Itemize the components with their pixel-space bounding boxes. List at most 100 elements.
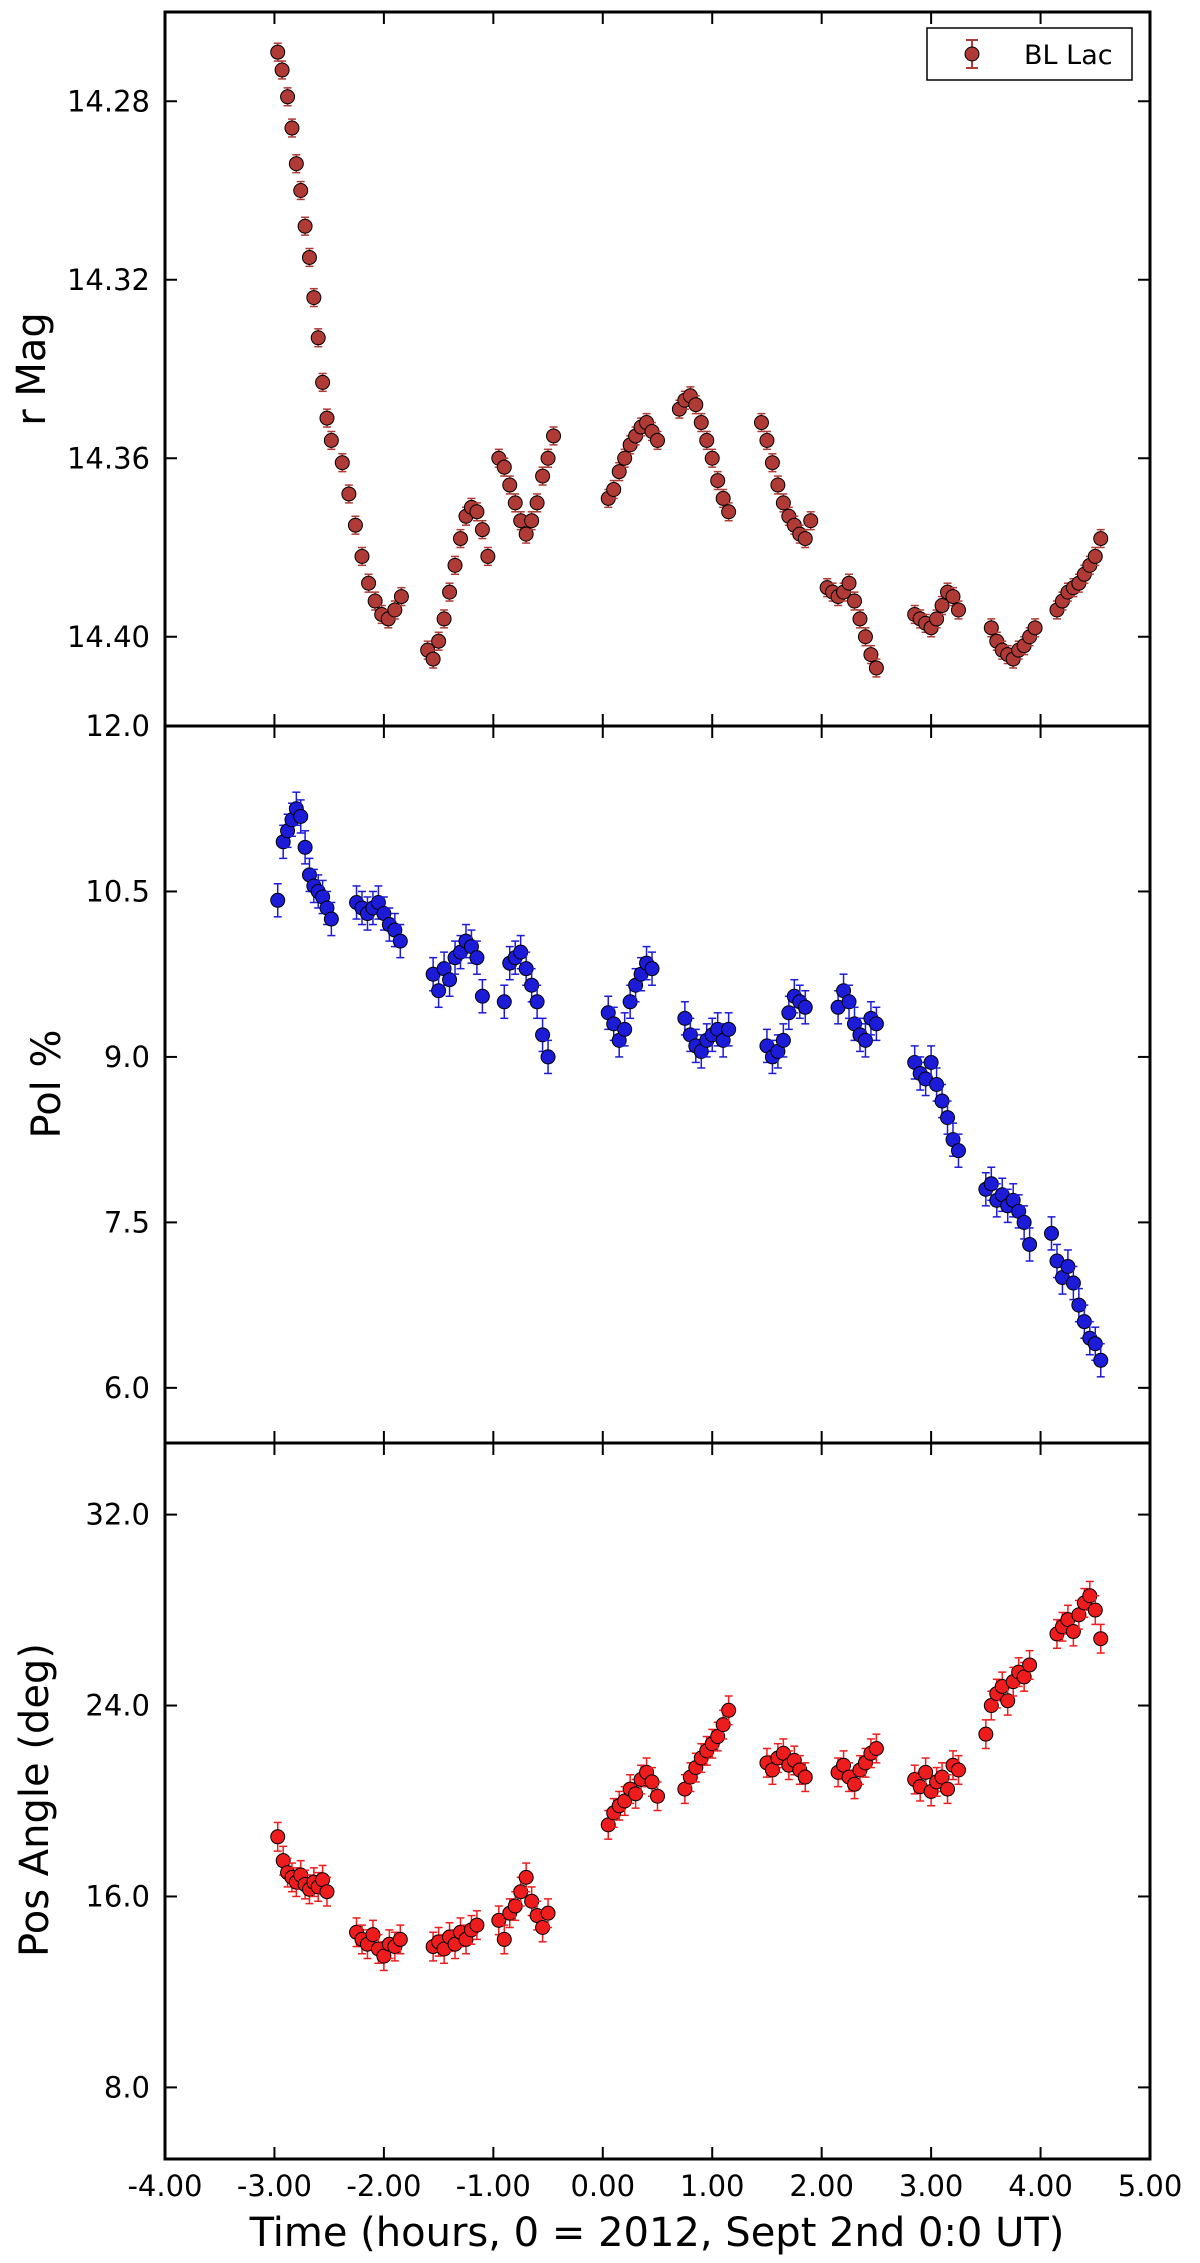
pa-point [270,1821,286,1852]
legend: BL Lac [926,27,1133,81]
xtick-label: -2.00 [346,2169,421,2203]
rmag-marker [693,415,709,431]
rmag-marker [274,62,290,78]
pol-marker [392,933,408,949]
rmag-marker [496,459,512,475]
pa-point [764,1754,780,1786]
rmag-marker [341,486,357,502]
rmag-marker [617,450,633,466]
rmag-marker [1093,531,1109,547]
pol-point [535,1017,551,1053]
xtick-label: 2.00 [789,2169,854,2203]
rmag-marker [715,490,731,506]
xtick-label: 5.00 [1118,2169,1183,2203]
rmag-point [524,511,540,531]
rmag-marker [387,602,403,618]
rmag-marker [606,481,622,497]
pa-point [950,1754,966,1786]
rmag-point [852,609,868,629]
rmag-point [453,528,468,549]
rmag-marker [334,455,350,471]
pol-point [474,978,490,1014]
rmag-point [431,631,447,651]
rmag-point [929,609,945,629]
rmag-ytick-label: 14.36 [67,441,150,475]
panel-pol-yticks: 6.0 7.5 9.0 10.5 [85,726,1151,1443]
rmag-point [502,475,518,495]
rmag-point [480,546,496,567]
rmag-marker [704,450,720,466]
pol-ylabel: Pol % [24,1029,70,1138]
pol-point [392,923,408,959]
pa-marker [392,1931,408,1947]
rmag-marker [868,660,884,676]
xtick-label: 0.00 [570,2169,635,2203]
pol-point [270,882,286,918]
rmag-point [425,649,441,669]
rmag-point [354,546,370,567]
pa-marker [496,1931,512,1947]
rmag-marker [361,575,377,591]
panel-pa-yticks: 8.0 16.0 24.0 32.0 [85,1443,1151,2159]
rmag-point [393,586,409,607]
rmag-ytick-label: 14.40 [67,620,150,654]
rmag-marker [297,218,313,234]
rmag-marker [288,156,304,172]
pol-ytick-label: 6.0 [104,1371,150,1405]
rmag-point [721,502,737,522]
pol-point [1060,1249,1076,1284]
rmag-point [863,644,879,665]
rmag-point [546,426,562,446]
pa-point [392,1924,408,1955]
pa-marker [797,1769,813,1785]
xtick-label: 3.00 [899,2169,964,2203]
pa-marker [950,1762,966,1778]
pol-point [1044,1216,1059,1251]
rmag-marker [945,589,961,605]
pol-point [293,799,309,834]
xtick-label: 1.00 [680,2169,745,2203]
pol-point [518,951,534,986]
rmag-point [753,412,769,433]
rmag-point [288,154,304,174]
rmag-point [650,430,665,451]
rmag-marker [310,330,326,346]
pol-marker [297,839,313,855]
rmag-marker [367,593,383,609]
pa-ytick-label: 16.0 [85,1879,150,1913]
pa-point [978,1719,994,1750]
rmag-marker [721,504,737,520]
pa-point [797,1762,813,1793]
pol-ytick-label: 10.5 [85,874,150,908]
rmag-point [847,591,862,611]
pol-ytick-label: 9.0 [104,1040,150,1074]
pa-ytick-label: 32.0 [85,1498,150,1532]
rmag-point [436,609,452,629]
panel-rmag-yticks: 14.28 14.32 14.36 14.40 [67,12,1151,726]
pol-marker [474,988,490,1004]
rmag-marker [518,526,534,542]
pol-ytick-label: 7.5 [104,1205,150,1239]
rmag-marker [280,89,296,105]
rmag-point [310,328,326,348]
rmag-point [710,470,726,491]
pa-marker [1087,1602,1103,1618]
x-axis-label: Time (hours, 0 = 2012, Sept 2nd 0:0 UT) [249,2210,1065,2256]
rmag-marker [393,589,409,605]
xtick-label: -4.00 [127,2169,202,2203]
panel-rmag: 14.28 14.32 14.36 14.40 12.0 r Mag BL Lac [9,10,1152,743]
pol-marker [1022,1236,1038,1252]
rmag-marker [847,593,862,609]
rmag-marker [650,432,665,448]
pa-marker [540,1905,556,1921]
pol-marker [1016,1214,1032,1230]
rmag-point [447,555,463,576]
pol-marker [797,999,813,1015]
pa-ylabel: Pos Angle (deg) [12,1643,58,1957]
pa-marker [940,1781,956,1797]
xtick-label: 4.00 [1008,2169,1073,2203]
pa-point [469,1910,485,1941]
pa-point [1093,1623,1109,1654]
rmag-marker [347,517,363,533]
rmag-point [347,515,363,535]
